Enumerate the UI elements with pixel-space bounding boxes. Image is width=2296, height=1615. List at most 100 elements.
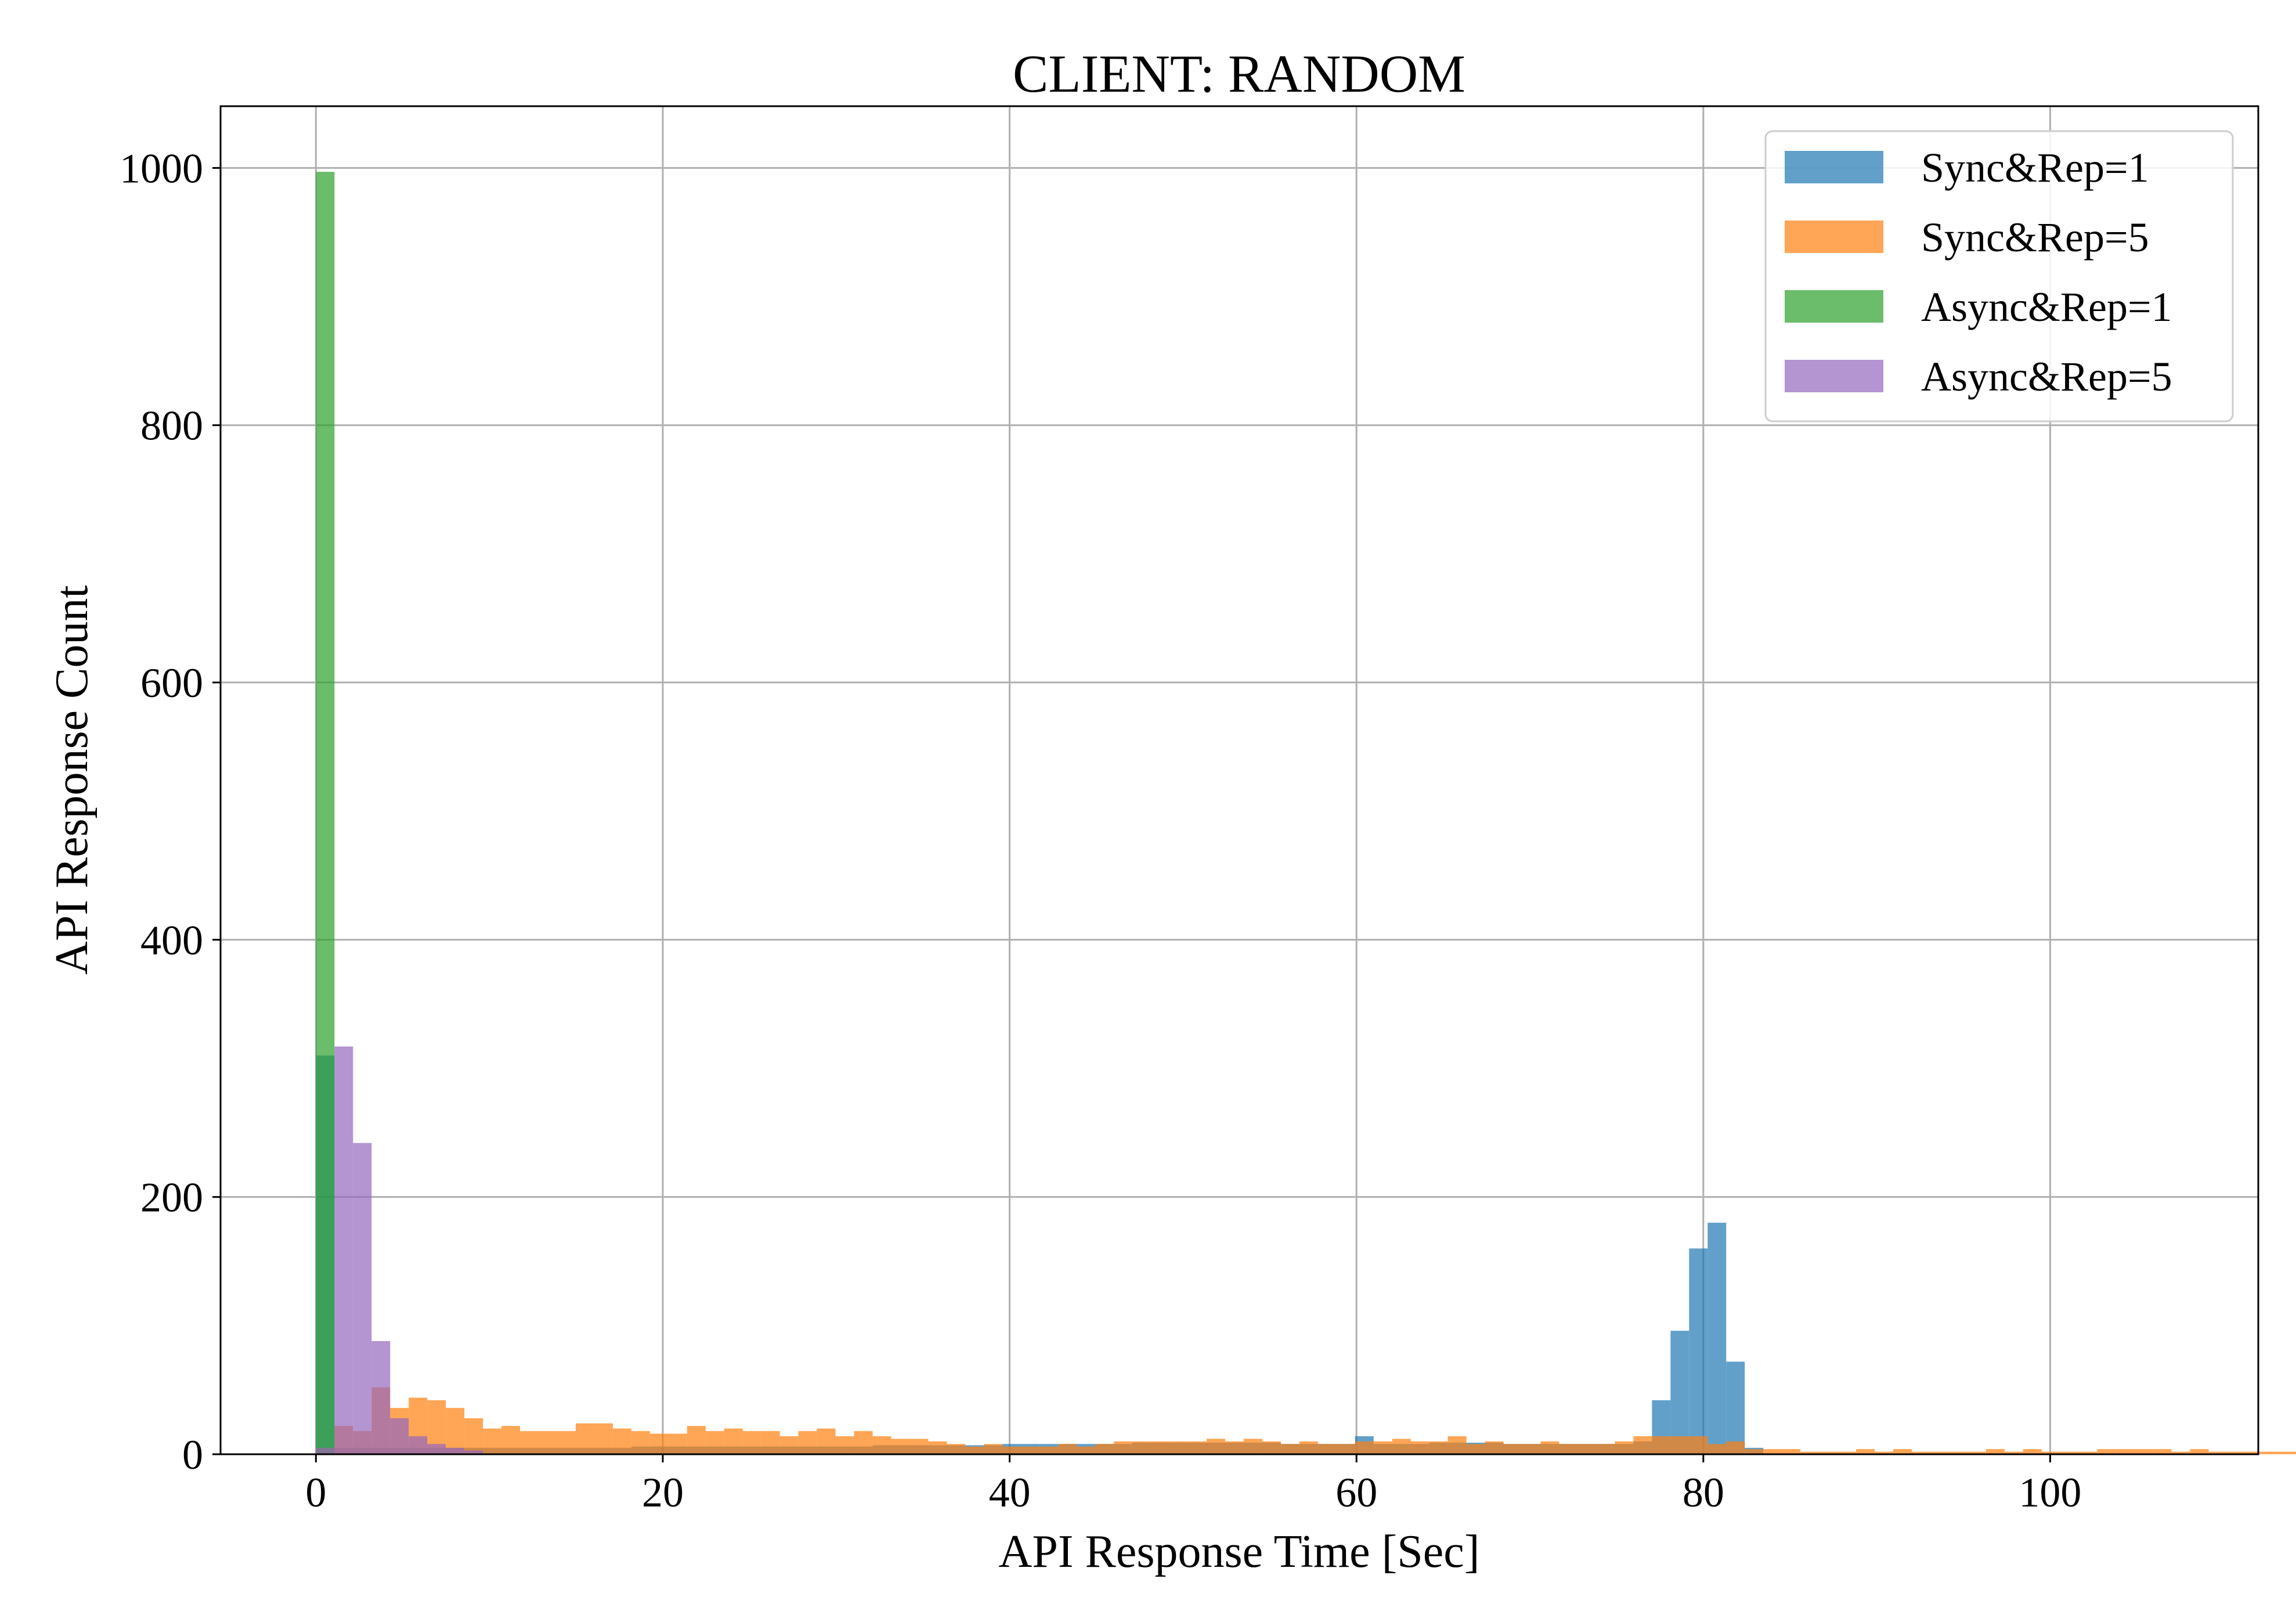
legend-label: Async&Rep=1: [1921, 284, 2172, 330]
histogram-bar: [1021, 1446, 1040, 1454]
histogram-bar: [2246, 1451, 2265, 1454]
histogram-bar: [1503, 1444, 1522, 1454]
histogram-bar: [965, 1446, 984, 1454]
x-tick-label: 80: [1683, 1469, 1724, 1516]
histogram-bar: [2041, 1451, 2060, 1454]
series-3-bars: [316, 1046, 483, 1454]
legend-swatch: [1785, 290, 1883, 323]
histogram-bar: [1559, 1444, 1578, 1454]
histogram-bar: [612, 1428, 631, 1454]
histogram-bar: [928, 1441, 947, 1454]
histogram-bar: [1707, 1444, 1727, 1454]
histogram-bar: [724, 1428, 743, 1454]
histogram-bar: [501, 1426, 521, 1454]
y-tick-label: 0: [182, 1432, 203, 1478]
series-2-bars: [316, 172, 335, 1454]
y-tick-label: 800: [140, 403, 203, 449]
histogram-bar: [1466, 1444, 1485, 1454]
histogram-bar: [1707, 1223, 1727, 1454]
histogram-bar: [1652, 1436, 1671, 1454]
series-1-bars: [316, 1387, 2296, 1454]
histogram-bar: [1132, 1441, 1151, 1454]
y-axis-ticks: 0 200 400 600 800 1000: [120, 145, 221, 1478]
histogram-bar: [1967, 1451, 1986, 1454]
y-tick-label: 600: [140, 660, 203, 706]
y-tick-label: 400: [140, 917, 203, 963]
x-tick-label: 40: [989, 1469, 1031, 1516]
histogram-bar: [705, 1431, 724, 1454]
legend-swatch: [1785, 221, 1883, 253]
legend-swatch: [1785, 151, 1883, 183]
histogram-bar: [1615, 1441, 1634, 1454]
histogram-bar: [446, 1408, 465, 1454]
histogram-bar: [371, 1341, 391, 1454]
histogram-bar: [334, 1046, 353, 1454]
histogram-bar: [1207, 1439, 1225, 1454]
histogram-bar: [316, 1447, 335, 1454]
histogram-bar: [1002, 1446, 1021, 1454]
histogram-bar: [2023, 1449, 2042, 1454]
histogram-bar: [649, 1433, 669, 1454]
histogram-bar: [1522, 1444, 1541, 1454]
histogram-bar: [2134, 1449, 2153, 1454]
histogram-bar: [1114, 1441, 1133, 1454]
histogram-bar: [1745, 1449, 1764, 1454]
histogram-bar: [1782, 1449, 1801, 1454]
histogram-bar: [1948, 1451, 1968, 1454]
histogram-bar: [854, 1431, 873, 1454]
histogram-bar: [1299, 1441, 1318, 1454]
histogram-bar: [1280, 1444, 1299, 1454]
histogram-bar: [947, 1444, 966, 1454]
histogram-bar: [742, 1431, 761, 1454]
histogram-bar: [1726, 1361, 1745, 1454]
histogram-bar: [1763, 1449, 1782, 1454]
histogram-bar: [575, 1423, 594, 1454]
histogram-bar: [1151, 1441, 1170, 1454]
histogram-bar: [2227, 1451, 2246, 1454]
histogram-bar: [446, 1447, 465, 1454]
histogram-bar: [594, 1423, 613, 1454]
histogram-bar: [1856, 1449, 1875, 1454]
histogram-bar: [909, 1439, 929, 1454]
legend-swatch: [1785, 360, 1883, 392]
histogram-bar: [1875, 1451, 1894, 1454]
x-tick-label: 60: [1335, 1469, 1377, 1516]
histogram-bar: [1670, 1331, 1689, 1454]
histogram-bar: [1930, 1451, 1949, 1454]
legend-label: Sync&Rep=1: [1921, 144, 2149, 191]
x-axis-label: API Response Time [Sec]: [999, 1526, 1480, 1577]
histogram-bar: [872, 1436, 891, 1454]
histogram-bar: [539, 1431, 557, 1454]
histogram-bar: [1689, 1248, 1708, 1454]
histogram-bar: [2283, 1451, 2296, 1454]
histogram-bar: [1243, 1439, 1262, 1454]
histogram-bar: [779, 1436, 799, 1454]
histogram-bar: [464, 1450, 483, 1454]
series-0-bars: [316, 1055, 1764, 1454]
histogram-bar: [1355, 1441, 1374, 1454]
histogram-bar: [2097, 1449, 2116, 1454]
y-tick-label: 1000: [120, 145, 203, 192]
x-tick-label: 20: [642, 1469, 684, 1516]
histogram-bar: [687, 1426, 706, 1454]
histogram-bar: [1689, 1436, 1708, 1454]
histogram-bar: [1262, 1441, 1281, 1454]
histogram-bar: [2190, 1449, 2209, 1454]
histogram-bar: [427, 1444, 446, 1454]
histogram-bar: [2208, 1451, 2228, 1454]
histogram-bar: [1893, 1449, 1912, 1454]
histogram-bar: [1447, 1436, 1467, 1454]
histogram-bar: [520, 1431, 539, 1454]
histogram-bar: [1077, 1446, 1096, 1454]
plot-frame: [219, 105, 2259, 1455]
histogram-bar: [1911, 1451, 1930, 1454]
histogram-bar: [1317, 1444, 1337, 1454]
legend-box: [1764, 130, 2234, 422]
histogram-bar: [1726, 1441, 1745, 1454]
histogram-bar: [353, 1143, 372, 1454]
y-tick-label: 200: [140, 1175, 203, 1221]
histogram-bar: [835, 1436, 854, 1454]
histogram-bar: [1429, 1441, 1448, 1454]
histogram-bar: [409, 1436, 428, 1454]
histogram-bar: [2264, 1451, 2283, 1454]
